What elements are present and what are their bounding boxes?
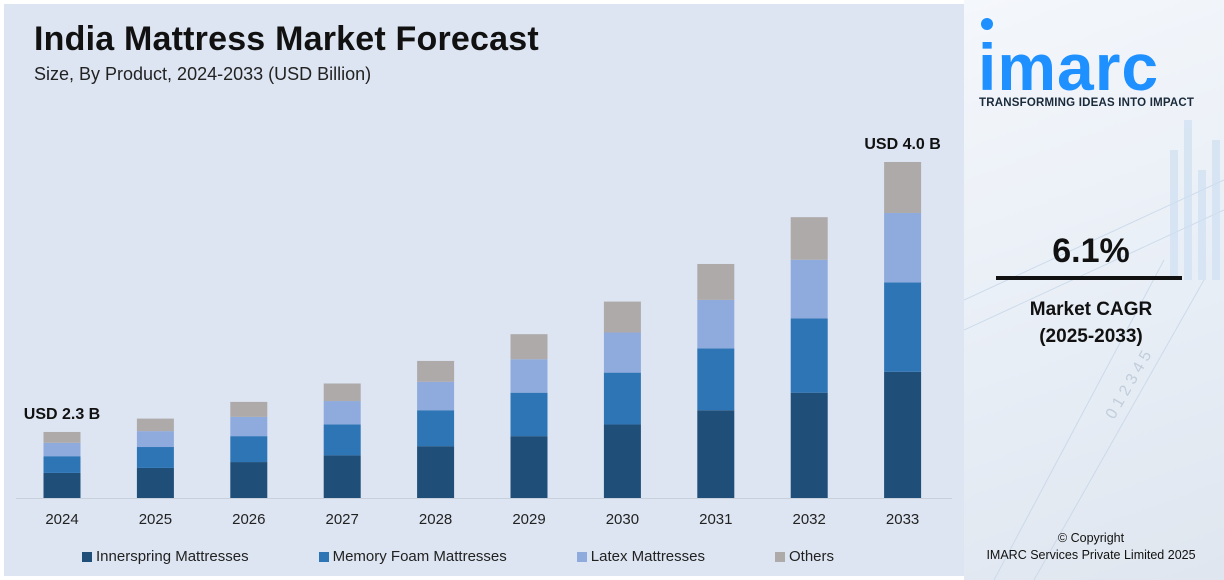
legend-swatch <box>82 551 92 562</box>
imarc-logo: imarc <box>978 18 1159 98</box>
legend-label: Memory Foam Mattresses <box>332 548 507 565</box>
bar-segment <box>510 392 548 437</box>
bar-segment <box>323 424 361 456</box>
cagr-label-line2: (2025-2033) <box>1039 326 1143 347</box>
cagr-label: Market CAGR (2025-2033) <box>964 296 1218 350</box>
bar-segment <box>136 447 174 468</box>
total-data-label: USD 2.3 B <box>24 406 100 423</box>
bar-segment <box>884 162 922 213</box>
bar-segment <box>697 299 735 349</box>
bar-segment <box>230 436 268 463</box>
chart-legend: Innerspring Mattresses Memory Foam Mattre… <box>82 548 904 565</box>
x-tick-label: 2026 <box>232 511 265 528</box>
x-tick-label: 2028 <box>419 511 452 528</box>
chart-subtitle: Size, By Product, 2024-2033 (USD Billion… <box>34 64 372 84</box>
x-tick-label: 2024 <box>45 511 78 528</box>
logo-tagline: TRANSFORMING IDEAS INTO IMPACT <box>979 97 1195 109</box>
svg-text:imarc: imarc <box>978 30 1159 98</box>
x-tick-label: 2025 <box>139 511 172 528</box>
bar-segment <box>884 212 922 283</box>
x-tick-label: 2031 <box>699 511 732 528</box>
bar-segment <box>417 360 455 382</box>
bar-segment <box>323 383 361 402</box>
legend-swatch <box>775 551 785 562</box>
cagr-divider <box>996 276 1182 280</box>
bar-segment <box>136 418 174 432</box>
x-tick-label: 2030 <box>606 511 639 528</box>
decorative-background: 0 1 2 3 4 5 <box>964 120 1224 580</box>
x-tick-label: 2029 <box>512 511 545 528</box>
bar-segment <box>603 301 641 333</box>
bar-segment <box>790 318 828 393</box>
bar-segment <box>510 334 548 360</box>
copyright-line2: IMARC Services Private Limited 2025 <box>986 548 1196 562</box>
side-panel: 0 1 2 3 4 5 imarc TRANSFORMING IDEAS INT… <box>964 0 1224 580</box>
bar-segment <box>603 332 641 373</box>
bar-segment <box>603 372 641 425</box>
bar-segment <box>136 431 174 448</box>
legend-label: Others <box>789 548 835 565</box>
bar-segment <box>697 263 735 300</box>
x-tick-label: 2027 <box>326 511 359 528</box>
x-tick-label: 2032 <box>793 511 826 528</box>
bar-segment <box>510 359 548 393</box>
bar-segment <box>790 259 828 319</box>
stacked-bar-chart: 2024 USD 2.3 B 2025 2026 2027 2028 2029 2030 203… <box>16 136 952 528</box>
total-data-label: USD 4.0 B <box>864 136 940 153</box>
chart-panel: India Mattress Market Forecast Size, By … <box>4 4 964 576</box>
copyright: © Copyright IMARC Services Private Limit… <box>964 530 1218 564</box>
legend-swatch <box>576 551 587 562</box>
bar-segment <box>323 401 361 425</box>
bar-segment <box>417 446 455 498</box>
cagr-value: 6.1% <box>1052 232 1130 270</box>
bar-segment <box>417 410 455 447</box>
bar-segment <box>230 462 268 498</box>
legend-label: Innerspring Mattresses <box>96 548 249 565</box>
bar-segment <box>43 472 81 498</box>
copyright-line1: © Copyright <box>1057 531 1125 545</box>
bar-segment <box>43 456 81 473</box>
bar-segment <box>790 217 828 260</box>
chart-title: India Mattress Market Forecast <box>34 20 539 58</box>
cagr-label-line1: Market CAGR <box>1029 299 1153 320</box>
bar-segment <box>884 371 922 498</box>
legend-swatch <box>318 551 329 562</box>
bar-segment <box>323 455 361 498</box>
bar-segment <box>43 431 81 443</box>
bar-segment <box>43 442 81 457</box>
bar-segment <box>230 416 268 437</box>
bar-segment <box>417 381 455 411</box>
bar-segment <box>136 467 174 498</box>
legend-item: Latex Mattresses <box>576 548 705 565</box>
legend-item: Memory Foam Mattresses <box>318 548 507 565</box>
bar-segment <box>603 424 641 498</box>
bar-segment <box>884 282 922 372</box>
svg-text:0 1 2 3 4 5: 0 1 2 3 4 5 <box>1103 348 1156 422</box>
x-tick-label: 2033 <box>886 511 919 528</box>
legend-item: Others <box>775 548 834 565</box>
legend-label: Latex Mattresses <box>590 548 705 565</box>
legend-item: Innerspring Mattresses <box>82 548 249 565</box>
bar-segment <box>230 401 268 417</box>
bar-segment <box>697 410 735 498</box>
bar-segment <box>510 436 548 498</box>
bar-segment <box>697 348 735 411</box>
bar-segment <box>790 392 828 498</box>
